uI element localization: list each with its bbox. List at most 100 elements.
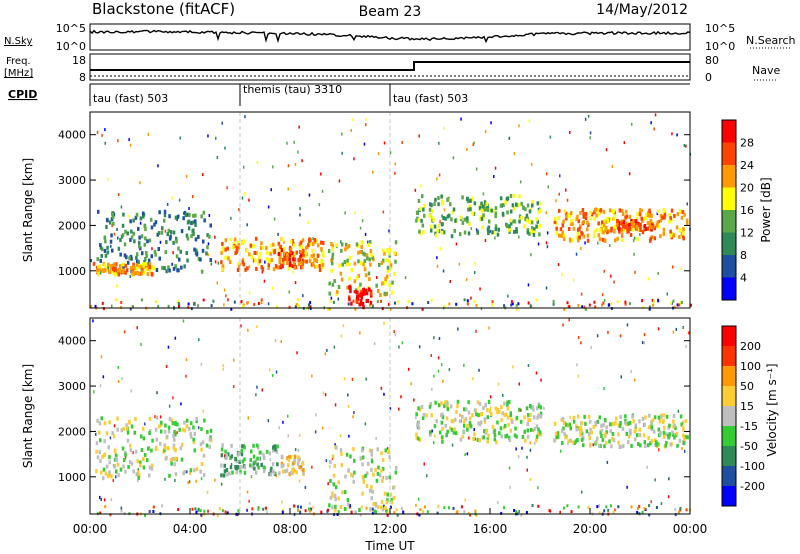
scatter-point: [137, 468, 139, 472]
echo-cell: [283, 256, 287, 261]
scatter-point: [643, 507, 646, 511]
echo-cell: [268, 451, 272, 456]
echo-cell: [189, 468, 193, 473]
echo-cell: [639, 222, 642, 227]
echo-cell: [331, 282, 335, 287]
echo-cell: [682, 427, 685, 432]
echo-cell: [330, 241, 333, 246]
scatter-point: [352, 415, 354, 419]
echo-cell: [631, 414, 634, 419]
echo-cell: [449, 404, 453, 409]
echo-cell: [344, 474, 347, 479]
echo-cell: [224, 255, 227, 260]
echo-cell: [107, 262, 110, 267]
echo-cell: [321, 253, 325, 258]
echo-cell: [618, 229, 621, 234]
echo-cell: [252, 244, 256, 248]
echo-cell: [259, 251, 262, 256]
scatter-point: [308, 193, 311, 197]
scatter-point: [468, 436, 470, 440]
colorbar-tick-label: 24: [740, 159, 754, 172]
echo-cell: [367, 271, 371, 276]
scatter-point: [298, 479, 301, 483]
echo-cell: [115, 469, 118, 474]
echo-cell: [417, 425, 421, 430]
echo-cell: [122, 212, 125, 217]
echo-cell: [313, 264, 317, 269]
scatter-point: [351, 377, 354, 381]
scatter-point: [525, 511, 528, 514]
scatter-point: [466, 299, 469, 303]
echo-cell: [370, 448, 374, 453]
scatter-point: [266, 510, 268, 514]
scatter-point: [484, 130, 487, 134]
y-tick-label: 1000: [58, 265, 86, 278]
scatter-point: [115, 298, 117, 302]
colorbar-swatch: [722, 187, 736, 210]
scatter-point: [288, 290, 290, 294]
echo-cell: [672, 414, 676, 418]
echo-cell: [291, 471, 294, 476]
echo-cell: [150, 271, 154, 276]
echo-cell: [605, 440, 608, 445]
scatter-point: [404, 276, 407, 280]
scatter-point: [207, 134, 209, 138]
echo-cell: [203, 418, 206, 423]
echo-cell: [528, 209, 532, 214]
echo-cell: [582, 220, 585, 224]
echo-cell: [193, 247, 196, 252]
scatter-point: [310, 507, 313, 511]
echo-cell: [126, 231, 129, 236]
scatter-point: [339, 434, 342, 438]
echo-cell: [604, 219, 607, 224]
echo-cell: [538, 201, 541, 206]
scatter-point: [402, 510, 405, 514]
echo-cell: [448, 213, 451, 218]
echo-cell: [539, 411, 543, 416]
echo-cell: [265, 257, 269, 262]
echo-cell: [359, 292, 363, 297]
echo-cell: [366, 256, 369, 261]
scatter-point: [177, 508, 180, 511]
echo-cell: [459, 215, 463, 220]
echo-cell: [483, 200, 487, 205]
echo-cell: [535, 406, 539, 411]
scatter-point: [100, 498, 102, 501]
echo-cell: [535, 224, 538, 229]
echo-cell: [255, 443, 259, 448]
scatter-point: [518, 382, 520, 386]
echo-cell: [209, 438, 213, 443]
echo-cell: [227, 452, 230, 457]
scatter-point: [560, 449, 562, 453]
echo-cell: [454, 218, 457, 223]
echo-cell: [350, 472, 353, 477]
echo-cell: [175, 236, 178, 241]
scatter-point: [238, 208, 240, 212]
echo-cell: [163, 218, 166, 223]
echo-cell: [392, 485, 395, 490]
echo-cell: [154, 252, 157, 257]
echo-cell: [170, 418, 174, 423]
scatter-point: [161, 504, 164, 508]
echo-cell: [133, 239, 136, 244]
echo-cell: [237, 452, 240, 456]
echo-cell: [292, 254, 295, 259]
echo-cell: [226, 472, 229, 477]
echo-cell: [440, 222, 444, 227]
scatter-point: [531, 504, 534, 507]
scatter-point: [451, 443, 454, 447]
echo-cell: [340, 248, 343, 253]
scatter-point: [299, 213, 301, 217]
scatter-point: [472, 143, 474, 147]
echo-cell: [151, 438, 154, 443]
echo-cell: [341, 490, 344, 495]
scatter-point: [350, 129, 352, 132]
echo-cell: [137, 226, 140, 231]
echo-cell: [573, 441, 576, 446]
echo-cell: [159, 441, 162, 446]
echo-cell: [289, 248, 293, 252]
scatter-point: [466, 452, 469, 456]
echo-cell: [333, 493, 337, 498]
echo-cell: [374, 510, 377, 515]
echo-cell: [662, 231, 665, 236]
